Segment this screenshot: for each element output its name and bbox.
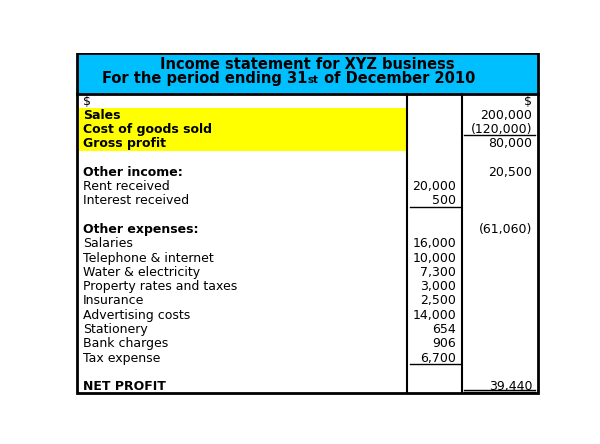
Text: 906: 906: [433, 337, 456, 350]
Text: Insurance: Insurance: [83, 294, 144, 307]
Text: 654: 654: [433, 323, 456, 336]
Text: 16,000: 16,000: [413, 238, 456, 250]
Text: Other income:: Other income:: [83, 166, 182, 179]
Text: Stationery: Stationery: [83, 323, 148, 336]
Text: $: $: [83, 95, 91, 107]
Text: (120,000): (120,000): [470, 123, 532, 136]
Text: Sales: Sales: [83, 109, 121, 122]
Bar: [77, 136, 407, 151]
Text: 39,440: 39,440: [488, 380, 532, 393]
Text: Telephone & internet: Telephone & internet: [83, 252, 214, 265]
Text: Income statement for XYZ business: Income statement for XYZ business: [160, 57, 455, 71]
Text: NET PROFIT: NET PROFIT: [83, 380, 166, 393]
Text: Cost of goods sold: Cost of goods sold: [83, 123, 212, 136]
Text: 500: 500: [432, 194, 456, 207]
Text: Rent received: Rent received: [83, 180, 170, 193]
Text: Gross profit: Gross profit: [83, 137, 166, 151]
Text: Water & electricity: Water & electricity: [83, 266, 200, 279]
Text: For the period ending 31: For the period ending 31: [102, 71, 308, 86]
Text: 7,300: 7,300: [421, 266, 456, 279]
Text: 20,500: 20,500: [488, 166, 532, 179]
Text: $: $: [524, 95, 532, 107]
Text: Salaries: Salaries: [83, 238, 133, 250]
Bar: [77, 53, 538, 94]
Text: 3,000: 3,000: [421, 280, 456, 293]
Text: 80,000: 80,000: [488, 137, 532, 151]
Text: Advertising costs: Advertising costs: [83, 309, 190, 322]
Text: (61,060): (61,060): [479, 223, 532, 236]
Text: Property rates and taxes: Property rates and taxes: [83, 280, 237, 293]
Text: 6,700: 6,700: [421, 352, 456, 365]
Text: 14,000: 14,000: [413, 309, 456, 322]
Bar: [77, 122, 407, 136]
Text: st: st: [308, 75, 319, 85]
Text: 2,500: 2,500: [421, 294, 456, 307]
Text: Bank charges: Bank charges: [83, 337, 168, 350]
Text: 10,000: 10,000: [412, 252, 456, 265]
Bar: [77, 108, 407, 122]
Text: Tax expense: Tax expense: [83, 352, 160, 365]
Text: Interest received: Interest received: [83, 194, 189, 207]
Text: Other expenses:: Other expenses:: [83, 223, 199, 236]
Text: 20,000: 20,000: [412, 180, 456, 193]
Text: 200,000: 200,000: [480, 109, 532, 122]
Text: of December 2010: of December 2010: [319, 71, 476, 86]
